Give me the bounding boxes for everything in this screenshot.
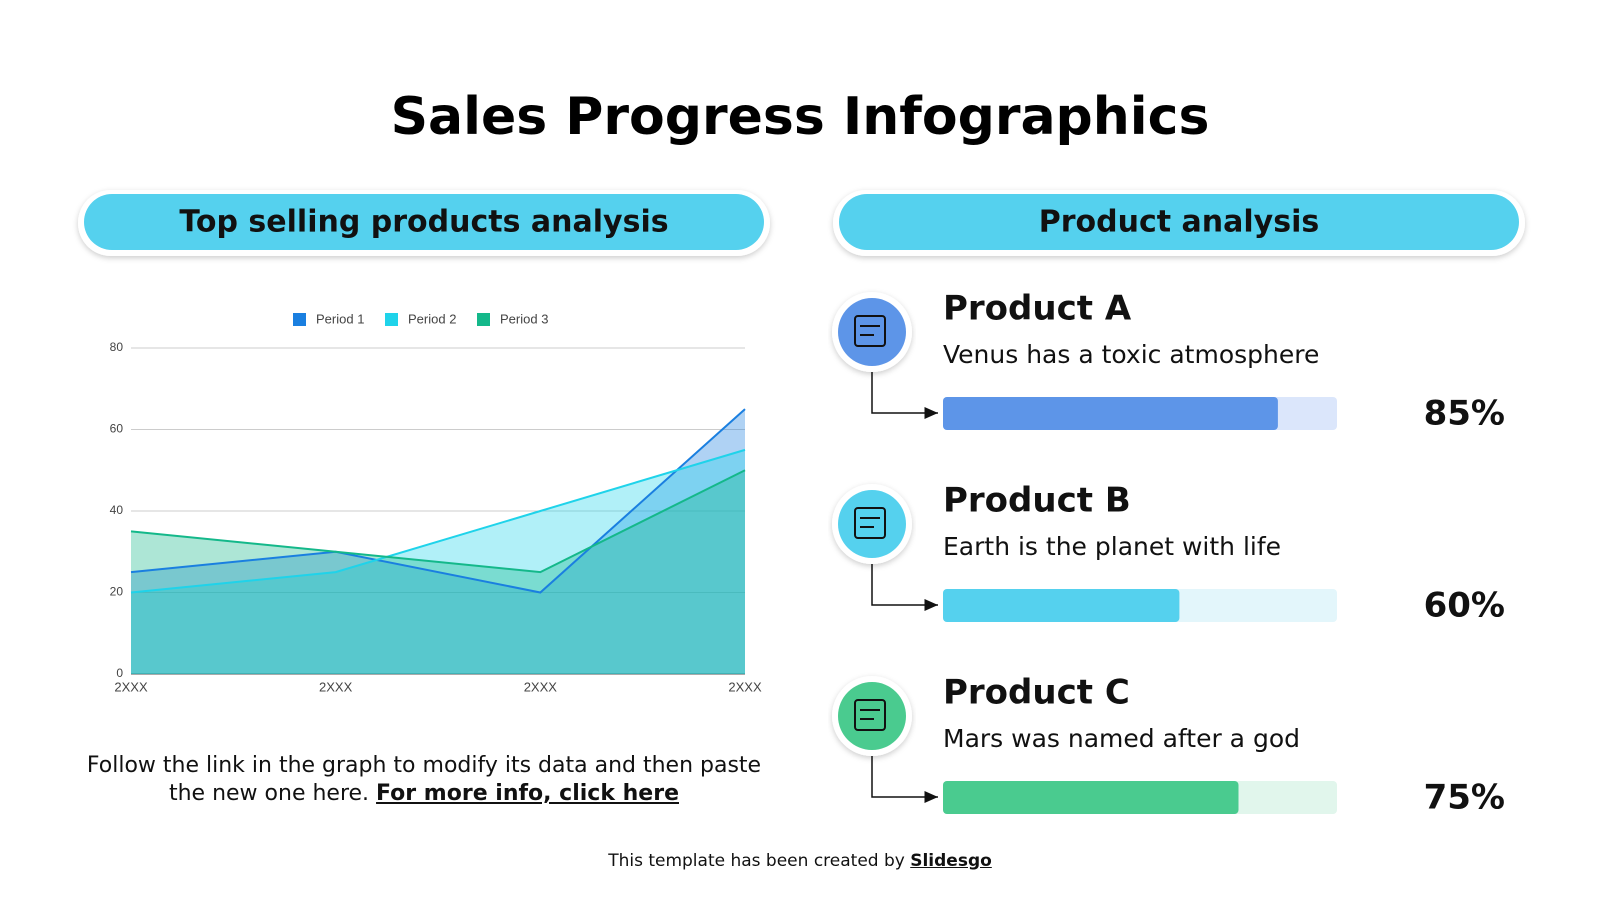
- icon-glyph: [854, 699, 886, 731]
- y-tick-label: 40: [110, 503, 124, 517]
- footer-link[interactable]: Slidesgo: [910, 851, 992, 871]
- legend-swatch: [293, 313, 306, 326]
- icon: [838, 682, 906, 750]
- footer: This template has been created by Slides…: [0, 851, 1600, 871]
- legend-label: Period 3: [500, 311, 548, 326]
- icon: [838, 298, 906, 366]
- value-label: 85%: [1424, 394, 1505, 434]
- pill: [839, 194, 1519, 250]
- right-header: Product analysis: [1039, 205, 1319, 240]
- x-tick-label: 2XXX: [524, 679, 558, 694]
- y-tick-label: 0: [116, 666, 123, 680]
- icon-glyph: [854, 507, 886, 539]
- legend-swatch: [385, 313, 398, 326]
- pill: [84, 194, 764, 250]
- value-label: 60%: [1424, 586, 1505, 626]
- product-name: Product C: [943, 673, 1130, 713]
- x-tick-label: 2XXX: [114, 679, 148, 694]
- line: [130, 469, 746, 574]
- x-tick-label: 2XXX: [319, 679, 353, 694]
- product-description: Earth is the planet with life: [943, 532, 1281, 561]
- product-description: Mars was named after a god: [943, 724, 1300, 753]
- note-link[interactable]: For more info, click here: [376, 781, 679, 806]
- legend-label: Period 2: [408, 311, 456, 326]
- progress-bar: [943, 589, 1180, 622]
- note-text: Follow the link in the graph to modify i…: [86, 753, 762, 806]
- line: [130, 408, 746, 594]
- connector: [871, 372, 938, 419]
- connector: [871, 564, 938, 611]
- area: [131, 409, 745, 674]
- product-description: Venus has a toxic atmosphere: [943, 340, 1319, 369]
- product-name: Product B: [943, 481, 1131, 521]
- x-tick-label: 2XXX: [728, 679, 762, 694]
- icon: [838, 490, 906, 558]
- product-name: Product A: [943, 289, 1132, 329]
- icon-glyph: [854, 315, 886, 347]
- connector: [871, 756, 938, 803]
- line: [130, 448, 746, 594]
- y-tick-label: 60: [110, 422, 124, 436]
- progress-bar: [943, 781, 1239, 814]
- title: Sales Progress Infographics: [391, 87, 1210, 147]
- left-header: Top selling products analysis: [179, 205, 668, 240]
- value-label: 75%: [1424, 778, 1505, 818]
- progress-bar: [943, 397, 1278, 430]
- note: Follow the link in the graph to modify i…: [84, 752, 764, 808]
- legend-swatch: [477, 313, 490, 326]
- footer-text: This template has been created by: [608, 851, 905, 871]
- y-tick-label: 20: [110, 585, 124, 599]
- y-tick-label: 80: [110, 340, 124, 354]
- legend-label: Period 1: [316, 311, 364, 326]
